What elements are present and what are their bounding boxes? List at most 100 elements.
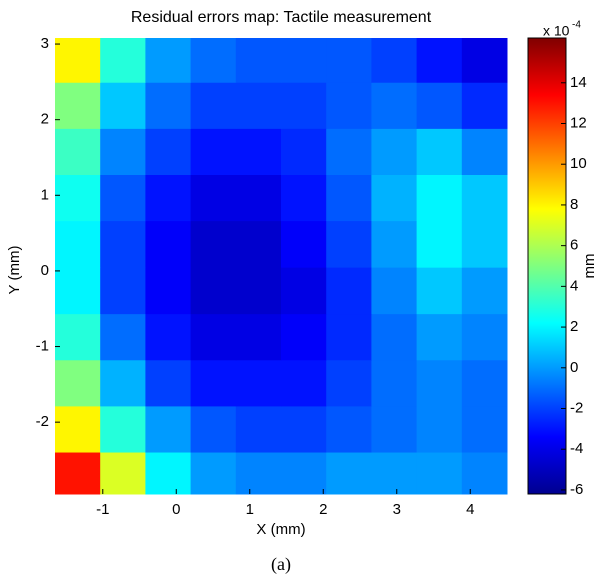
y-tick-label: 0: [41, 262, 49, 279]
colorbar-tick-label: 6: [570, 237, 578, 254]
heatmap-cell: [281, 405, 327, 453]
heatmap-cell: [326, 128, 372, 175]
heatmap-cell: [55, 452, 101, 495]
heatmap-cell: [145, 405, 192, 453]
heatmap-cell: [281, 359, 327, 407]
heatmap-cell: [371, 452, 418, 495]
heatmap-cell: [371, 128, 418, 175]
heatmap-cell: [281, 313, 327, 361]
heatmap-cell: [281, 174, 327, 222]
heatmap-cell: [190, 359, 237, 407]
heatmap-cell: [371, 359, 418, 407]
heatmap-cell: [416, 220, 463, 268]
x-tick-label: -1: [96, 501, 109, 518]
heatmap-cell: [190, 128, 237, 175]
x-axis-label: X (mm): [256, 521, 305, 538]
heatmap-cell: [461, 313, 508, 361]
heatmap-cell: [55, 220, 101, 268]
heatmap-cell: [281, 82, 327, 129]
heatmap-cell: [461, 128, 508, 175]
heatmap-cell: [55, 267, 101, 315]
heatmap-cell: [190, 82, 237, 129]
heatmap-cell: [235, 405, 282, 453]
heatmap-cell: [190, 38, 237, 83]
heatmap-cell: [371, 313, 418, 361]
heatmap-cell: [235, 38, 282, 83]
heatmap-cell: [190, 220, 237, 268]
heatmap-cell: [371, 220, 418, 268]
heatmap-cell: [461, 38, 508, 83]
heatmap-cell: [416, 405, 463, 453]
colorbar: [527, 37, 567, 495]
y-tick-label: -2: [36, 413, 49, 430]
heatmap-cell: [461, 174, 508, 222]
heatmap-cell: [281, 128, 327, 175]
heatmap-cell: [416, 174, 463, 222]
heatmap-cell: [416, 313, 463, 361]
heatmap-cell: [100, 267, 146, 315]
heatmap-cell: [326, 452, 372, 495]
heatmap-cell: [145, 220, 192, 268]
heatmap-cell: [371, 174, 418, 222]
heatmap-cell: [371, 405, 418, 453]
heatmap-cell: [100, 128, 146, 175]
y-axis-label: Y (mm): [6, 246, 23, 295]
heatmap-cell: [461, 82, 508, 129]
heatmap-cell: [235, 313, 282, 361]
heatmap-cell: [190, 405, 237, 453]
y-tick-label: -1: [36, 338, 49, 355]
x-tick-label: 4: [466, 501, 474, 518]
caption: (a): [271, 554, 291, 575]
heatmap-cell: [461, 267, 508, 315]
heatmap-cell: [371, 82, 418, 129]
colorbar-tick-label: 8: [570, 196, 578, 213]
heatmap-cell: [145, 313, 192, 361]
heatmap-cell: [100, 359, 146, 407]
colorbar-tick-label: 0: [570, 359, 578, 376]
heatmap-cell: [416, 38, 463, 83]
colorbar-tick-label: 14: [570, 74, 587, 91]
heatmap-cell: [55, 128, 101, 175]
heatmap-cell: [326, 405, 372, 453]
colorbar-tick-label: 2: [570, 318, 578, 335]
heatmap-cell: [145, 82, 192, 129]
heatmap-cell: [416, 267, 463, 315]
x-tick-label: 2: [319, 501, 327, 518]
heatmap-cell: [100, 313, 146, 361]
heatmap-cell: [326, 82, 372, 129]
heatmap-cell: [235, 452, 282, 495]
y-tick-label: 2: [41, 111, 49, 128]
colorbar-tick-label: 10: [570, 155, 587, 172]
y-tick-label: 3: [41, 35, 49, 52]
heatmap-cell: [55, 174, 101, 222]
chart-title: Residual errors map: Tactile measurement: [131, 9, 432, 26]
heatmap-cell: [55, 82, 101, 129]
heatmap-cell: [371, 267, 418, 315]
heatmap-cell: [190, 267, 237, 315]
heatmap-cell: [100, 174, 146, 222]
heatmap-cell: [55, 405, 101, 453]
heatmap-cell: [55, 38, 101, 83]
heatmap-cell: [235, 82, 282, 129]
heatmap-cell: [281, 220, 327, 268]
heatmap-cell: [55, 313, 101, 361]
x-tick-label: 0: [172, 501, 180, 518]
heatmap-cell: [326, 174, 372, 222]
heatmap-cell: [235, 267, 282, 315]
colorbar-tick-label: -6: [570, 481, 583, 498]
heatmap-cell: [100, 405, 146, 453]
colorbar-tick-label: 12: [570, 114, 587, 131]
heatmap-cell: [190, 452, 237, 495]
heatmap-cell: [235, 174, 282, 222]
heatmap-cell: [326, 267, 372, 315]
heatmap-cell: [416, 452, 463, 495]
colorbar-tick-label: 4: [570, 277, 578, 294]
colorbar-exponent: -4: [572, 20, 581, 31]
heatmap-cell: [145, 452, 192, 495]
heatmap-cell: [461, 452, 508, 495]
heatmap-cell: [281, 38, 327, 83]
heatmap-cell: [461, 220, 508, 268]
heatmap-cell: [100, 220, 146, 268]
colorbar-tick-label: -2: [570, 399, 583, 416]
